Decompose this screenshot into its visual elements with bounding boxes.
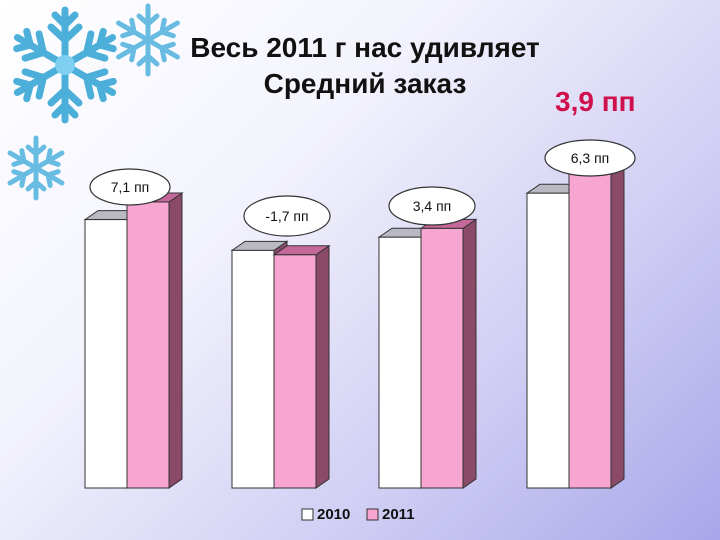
snowflake-icon [108, 3, 188, 80]
annotation-bubble [243, 195, 331, 237]
bar-side [315, 244, 330, 489]
annotation-label: 3,4 пп [413, 198, 452, 214]
slide-title-line1: Весь 2011 г нас удивляет [190, 32, 540, 63]
annotation-label: 6,3 пп [571, 150, 610, 166]
legend-swatch [301, 508, 314, 521]
bar-side [168, 192, 183, 489]
headline-value: 3,9 пп [555, 86, 636, 117]
annotation-label: 7,1 пп [111, 179, 150, 195]
annotation-bubble [388, 186, 476, 226]
annotation-bubble [544, 139, 636, 177]
bar-2010 [526, 192, 570, 489]
slide-title-line2: Средний заказ [263, 68, 467, 99]
legend-swatch [366, 508, 379, 521]
slide-title: Весь 2011 г нас удивляет Средний заказ [150, 30, 580, 102]
bar-2010 [231, 249, 275, 489]
bar-2011 [568, 170, 612, 489]
bar-2011 [273, 254, 317, 489]
bar-2010 [84, 219, 128, 489]
bar-side [462, 218, 477, 489]
legend-label: 2011 [382, 506, 415, 523]
bar-2011 [420, 227, 464, 489]
bar-2011 [126, 201, 170, 489]
snowflake-icon [0, 6, 130, 130]
annotation-label: -1,7 пп [265, 208, 308, 224]
bar-side [610, 161, 625, 489]
bar-2010 [378, 236, 422, 489]
snowflake-icon [0, 135, 72, 204]
annotation-bubble [89, 168, 171, 206]
legend-label: 2010 [317, 506, 350, 523]
